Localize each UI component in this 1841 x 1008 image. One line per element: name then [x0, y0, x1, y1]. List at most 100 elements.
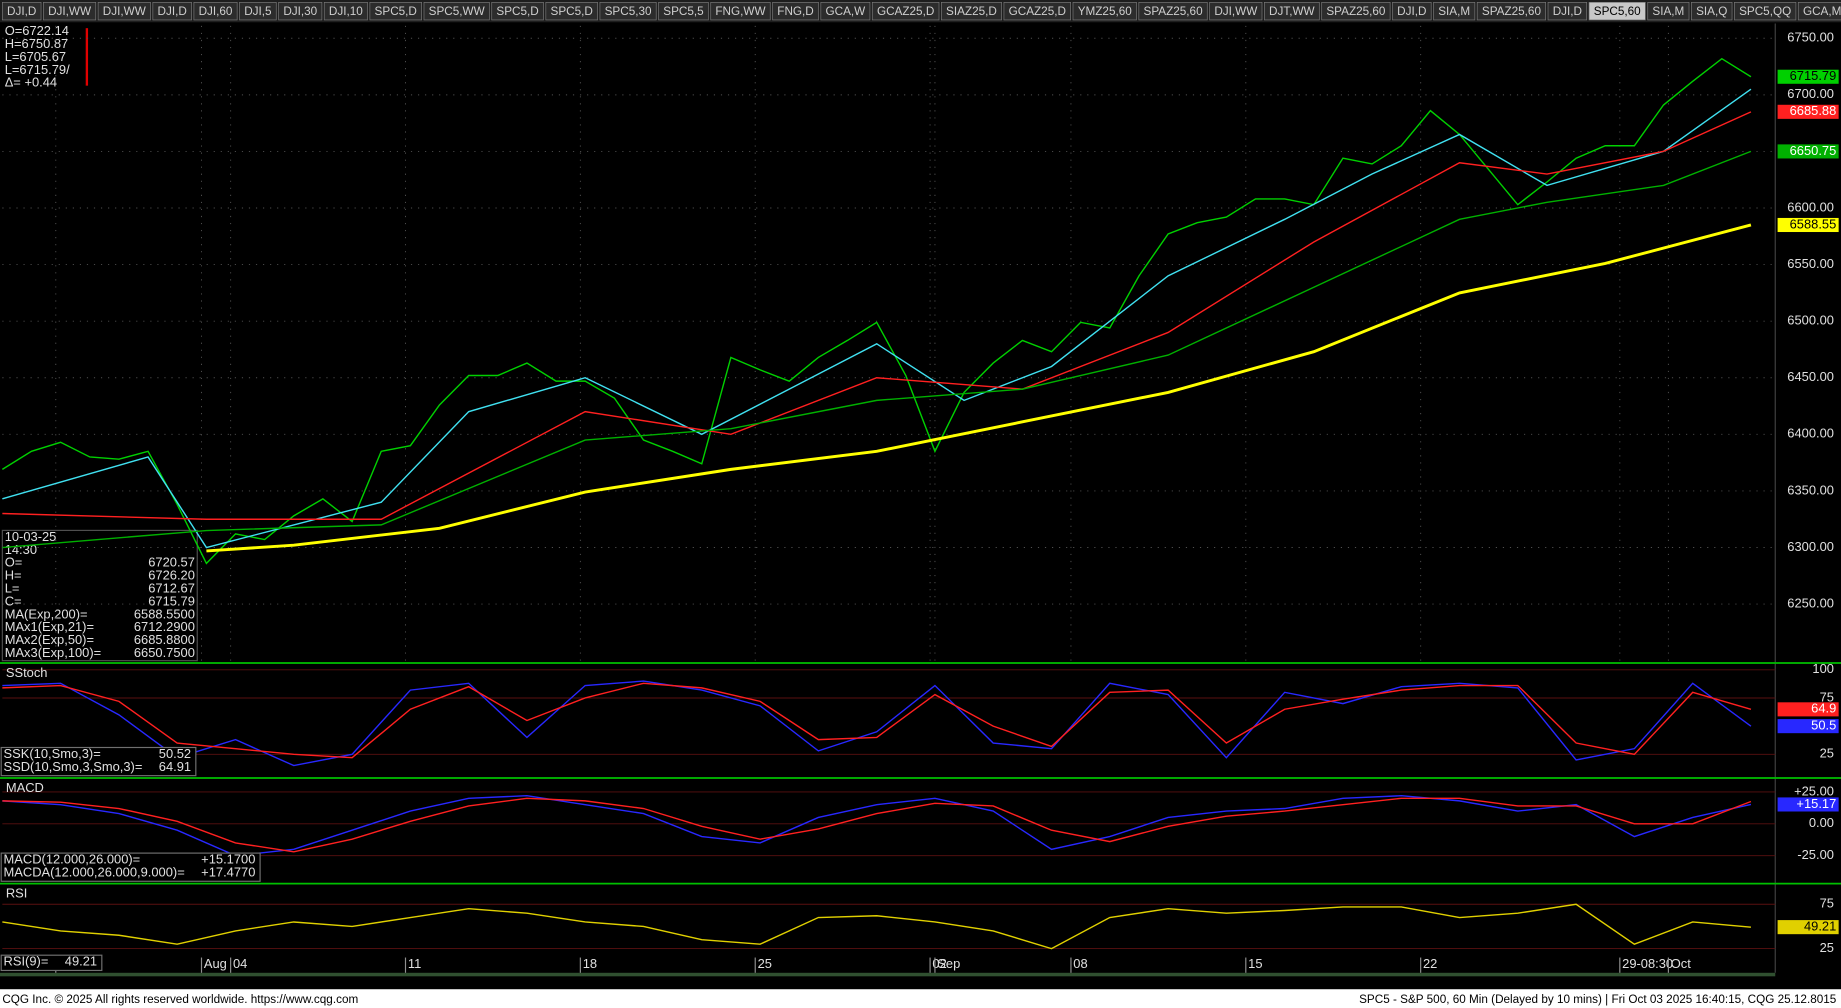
- series-line: [2, 903, 1752, 950]
- data-window-value: 6712.67: [148, 580, 195, 595]
- tab-label[interactable]: DJI,D: [158, 5, 187, 18]
- tab[interactable]: [1691, 1, 1733, 21]
- tab[interactable]: [710, 1, 771, 21]
- tab[interactable]: [278, 1, 323, 21]
- tab[interactable]: [1588, 1, 1646, 21]
- tab-label[interactable]: SPAZ25,60: [1326, 5, 1386, 18]
- tab-label[interactable]: GCA,M: [1803, 5, 1841, 18]
- last-value-box: [1777, 797, 1839, 812]
- tab[interactable]: [1476, 1, 1547, 21]
- tab-label[interactable]: DJI,WW: [103, 5, 147, 18]
- tab-label[interactable]: DJI,30: [283, 5, 317, 18]
- x-tick-label: Aug: [204, 956, 227, 971]
- tab[interactable]: [152, 1, 192, 21]
- tab-label[interactable]: GCAZ25,D: [877, 5, 934, 18]
- tab-label[interactable]: YMZ25,60: [1078, 5, 1133, 18]
- last-value-box: [1777, 144, 1839, 159]
- tab-label[interactable]: DJT,WW: [1269, 5, 1316, 18]
- tab[interactable]: [1072, 1, 1137, 21]
- readout-label: RSI(9)=: [4, 954, 49, 969]
- tab-label[interactable]: DJI,WW: [48, 5, 92, 18]
- tab-label[interactable]: SPC5,QQ: [1739, 5, 1791, 18]
- x-tick-label: 08: [1073, 956, 1087, 971]
- readout-label: SSD(10,Smo,3,Smo,3)=: [4, 759, 143, 774]
- tab[interactable]: [941, 1, 1002, 21]
- tab[interactable]: [820, 1, 871, 21]
- tab-label[interactable]: SPC5,D: [551, 5, 593, 18]
- y-tick-label: 6700.00: [1787, 86, 1834, 101]
- tab-label[interactable]: SPC5,30: [605, 5, 652, 18]
- tab[interactable]: [1003, 1, 1071, 21]
- tab[interactable]: [772, 1, 819, 21]
- tab-label[interactable]: SPC5,60: [1594, 5, 1641, 18]
- tab[interactable]: [1433, 1, 1476, 21]
- tab-label[interactable]: DJI,60: [199, 5, 233, 18]
- tab-label[interactable]: SIA,Q: [1696, 5, 1727, 18]
- tab[interactable]: [97, 1, 151, 21]
- last-value-label: 6588.55: [1790, 216, 1837, 231]
- tab[interactable]: [323, 1, 368, 21]
- x-tick-label: 04: [233, 956, 247, 971]
- tab-label[interactable]: SIA,M: [1652, 5, 1684, 18]
- tab[interactable]: [1734, 1, 1797, 21]
- tab-label[interactable]: DJI,WW: [1214, 5, 1258, 18]
- tab[interactable]: [658, 1, 709, 21]
- tab[interactable]: [1, 1, 42, 21]
- tab-label[interactable]: GCA,W: [826, 5, 867, 18]
- tab[interactable]: [1138, 1, 1208, 21]
- y-tick-label: 6750.00: [1787, 30, 1834, 45]
- x-tick-label: 15: [1248, 956, 1262, 971]
- tab[interactable]: [545, 1, 598, 21]
- panel-title: MACD: [6, 780, 44, 795]
- tab-label[interactable]: FNG,WW: [715, 5, 766, 18]
- last-value-label: 49.21: [1804, 919, 1836, 934]
- tab[interactable]: [1647, 1, 1690, 21]
- tab[interactable]: [599, 1, 657, 21]
- tab[interactable]: [369, 1, 422, 21]
- tab-label[interactable]: DJI,D: [1553, 5, 1582, 18]
- tab-label[interactable]: DJI,5: [244, 5, 272, 18]
- tab-label[interactable]: SPC5,WW: [429, 5, 486, 18]
- tab-label[interactable]: SPC5,D: [375, 5, 417, 18]
- tab-label[interactable]: SPAZ25,60: [1144, 5, 1204, 18]
- y-tick-label: +25.00: [1794, 783, 1834, 798]
- series-line: [2, 682, 1752, 759]
- tab[interactable]: [1797, 1, 1841, 21]
- tab-label[interactable]: FNG,D: [777, 5, 813, 18]
- tab[interactable]: [1209, 1, 1263, 21]
- readout-box: [0, 954, 103, 972]
- data-window-header: 10-03-25: [5, 529, 57, 544]
- tab[interactable]: [239, 1, 277, 21]
- series-line: [2, 680, 1752, 767]
- tab-label[interactable]: GCAZ25,D: [1009, 5, 1066, 18]
- readout-label: MACD(12.000,26.000)=: [4, 852, 141, 867]
- tab[interactable]: [423, 1, 490, 21]
- tab-label[interactable]: DJI,D: [1397, 5, 1426, 18]
- tab[interactable]: [1547, 1, 1588, 21]
- tab[interactable]: [43, 1, 97, 21]
- tab[interactable]: [1264, 1, 1320, 21]
- data-window-value: 6720.57: [148, 555, 195, 570]
- tab[interactable]: [1321, 1, 1391, 21]
- tab[interactable]: [1392, 1, 1432, 21]
- quote-line: O=6722.14: [5, 23, 69, 38]
- tab[interactable]: [193, 1, 238, 21]
- data-window-label: MAx1(Exp,21)=: [5, 619, 94, 634]
- tab[interactable]: [491, 1, 544, 21]
- y-tick-label: 6500.00: [1787, 313, 1834, 328]
- tab-label[interactable]: SIA,M: [1438, 5, 1470, 18]
- data-window-value: 6712.2900: [134, 619, 195, 634]
- last-value-box: [1777, 702, 1839, 717]
- tab-label[interactable]: DJI,D: [7, 5, 36, 18]
- tab-label[interactable]: SPAZ25,60: [1482, 5, 1542, 18]
- series-line: [2, 797, 1752, 853]
- tab-label[interactable]: SIAZ25,D: [946, 5, 997, 18]
- readout-label: MACDA(12.000,26.000,9.000)=: [4, 864, 185, 879]
- tab-label[interactable]: SPC5,D: [496, 5, 538, 18]
- last-value-box: [1777, 217, 1839, 233]
- tab-label[interactable]: DJI,10: [329, 5, 363, 18]
- tab[interactable]: [871, 1, 940, 21]
- footer-right: SPC5 - S&P 500, 60 Min (Delayed by 10 mi…: [1359, 993, 1837, 1006]
- tab-label[interactable]: SPC5,5: [663, 5, 704, 18]
